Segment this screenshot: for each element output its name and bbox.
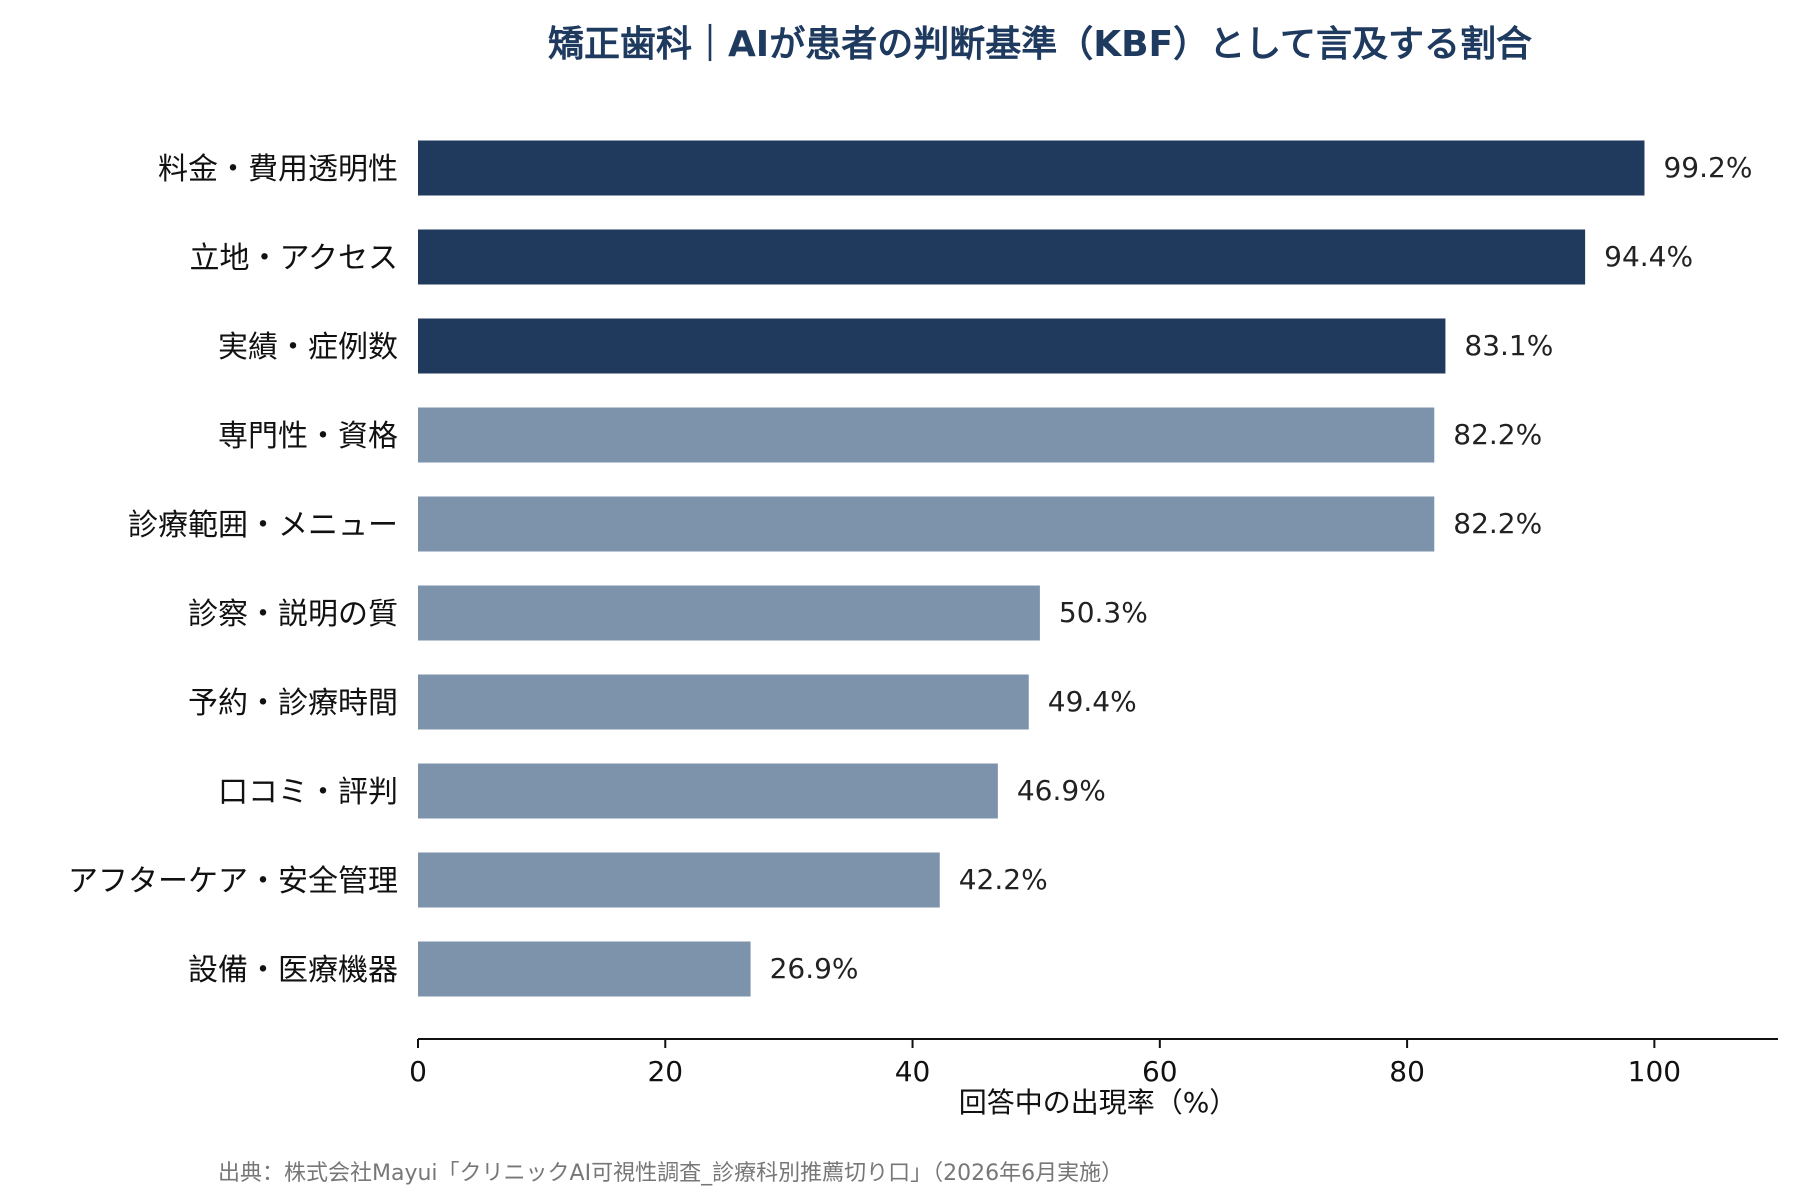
category-label: 設備・医療機器 [188, 953, 398, 988]
category-label: 立地・アクセス [190, 241, 399, 276]
value-label: 49.4% [1048, 685, 1137, 718]
value-label: 82.2% [1453, 507, 1542, 540]
value-label: 82.2% [1453, 418, 1542, 451]
bar [418, 941, 751, 997]
x-tick-label: 80 [1389, 1055, 1425, 1088]
category-label: 診療範囲・メニュー [128, 508, 398, 543]
category-label: 専門性・資格 [218, 419, 398, 454]
x-tick-label: 20 [647, 1055, 683, 1088]
source-note: 出典：株式会社Mayui「クリニックAI可視性調査_診療科別推薦切り口」（202… [218, 1161, 1123, 1186]
bars-layer [418, 140, 1645, 997]
bar [418, 496, 1435, 552]
bar [418, 318, 1446, 374]
x-axis-label: 回答中の出現率（%） [959, 1086, 1238, 1119]
bar [418, 852, 940, 908]
value-label: 50.3% [1059, 596, 1148, 629]
bar [418, 229, 1586, 285]
value-label: 83.1% [1464, 329, 1553, 362]
x-tick-label: 0 [409, 1055, 427, 1088]
value-label: 46.9% [1017, 774, 1106, 807]
bar [418, 140, 1645, 196]
category-label: アフターケア・安全管理 [68, 864, 398, 899]
value-label: 42.2% [959, 863, 1048, 896]
bar [418, 674, 1029, 730]
category-label: 実績・症例数 [218, 330, 398, 365]
category-label: 口コミ・評判 [218, 775, 398, 810]
bar [418, 763, 998, 819]
value-label: 99.2% [1663, 151, 1752, 184]
value-label: 26.9% [770, 952, 859, 985]
bar [418, 407, 1435, 463]
chart-title: 矯正歯科｜AIが患者の判断基準（KBF）として言及する割合 [548, 23, 1532, 65]
value-labels: 99.2% 94.4% 83.1% 82.2% 82.2% 50.3% 49.4% 46.9%… [770, 151, 1753, 985]
category-label: 予約・診療時間 [188, 686, 398, 721]
x-tick-label: 40 [895, 1055, 931, 1088]
x-tick-label: 60 [1142, 1055, 1178, 1088]
category-label: 料金・費用透明性 [158, 152, 398, 187]
category-label: 診察・説明の質 [188, 597, 398, 632]
category-labels: 料金・費用透明性立地・アクセス実績・症例数専門性・資格診療範囲・メニュー診察・説… [68, 152, 398, 988]
x-axis-ticks: 0 20 40 60 80 100 [409, 1039, 1681, 1088]
value-label: 94.4% [1604, 240, 1693, 273]
bar [418, 585, 1040, 641]
x-tick-label: 100 [1628, 1055, 1681, 1088]
